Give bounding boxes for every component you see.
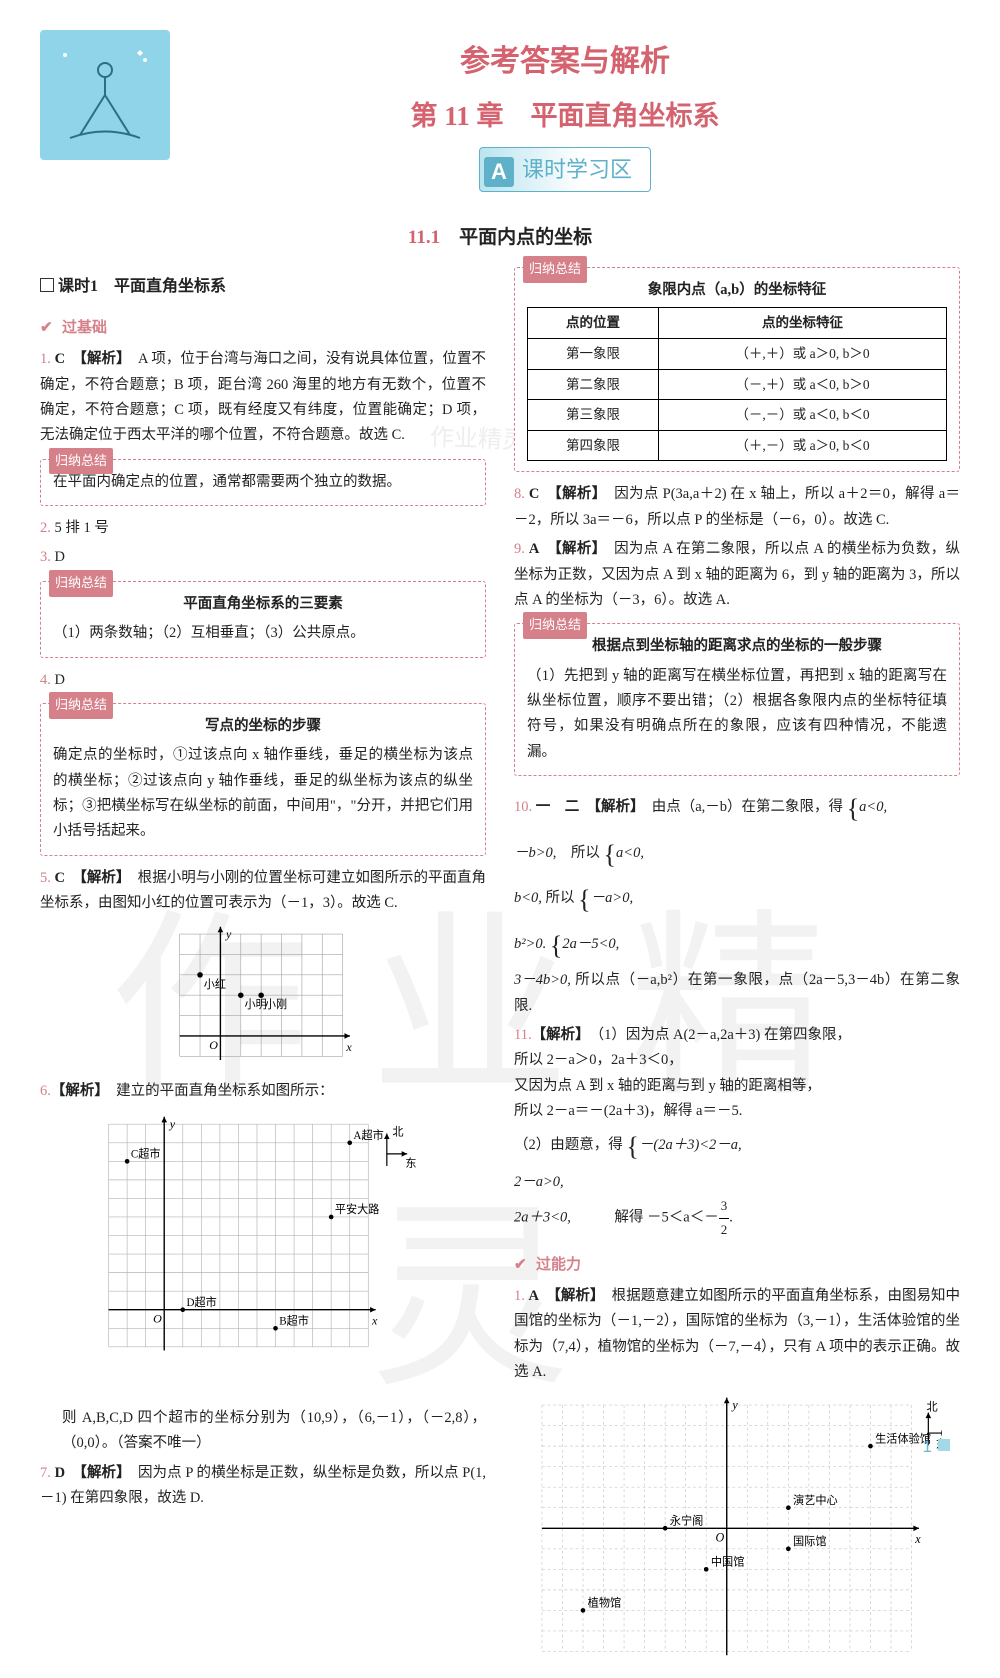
svg-text:永宁阁: 永宁阁	[670, 1513, 704, 1527]
zone-letter: A	[484, 157, 514, 187]
header: 参考答案与解析 第 11 章 平面直角坐标系 A 课时学习区	[40, 30, 960, 192]
diagram-6: Ox y A超市 C超市平安大路 D超市 B超市 北东	[103, 1110, 423, 1400]
svg-text:平安大路: 平安大路	[335, 1202, 380, 1216]
diagram-ability: Oxy生活体验馆演艺中心永宁阁国际馆中国馆植物馆北东	[532, 1392, 942, 1672]
lesson-title: 课时1 平面直角坐标系	[40, 273, 486, 301]
section-title: 11.1 平面内点的坐标	[40, 222, 960, 249]
svg-text:东: 东	[405, 1157, 416, 1170]
item-2: 2. 5 排 1 号	[40, 516, 486, 541]
chapter-title: 第 11 章 平面直角坐标系	[170, 94, 960, 133]
svg-text:y: y	[169, 1117, 176, 1131]
item-7: 7. D 【解析】 因为点 P 的横坐标是正数，纵坐标是负数，所以点 P(1,－…	[40, 1461, 486, 1512]
svg-text:植物馆: 植物馆	[588, 1595, 622, 1609]
svg-text:O: O	[153, 1312, 162, 1326]
svg-text:A超市: A超市	[353, 1128, 383, 1142]
summary-tab: 归纳总结	[523, 612, 587, 639]
svg-text:y: y	[225, 926, 232, 940]
item-4: 4. D	[40, 668, 486, 693]
summary-tab: 归纳总结	[49, 692, 113, 719]
svg-text:小明: 小明	[244, 998, 266, 1011]
svg-text:中国馆: 中国馆	[711, 1554, 745, 1568]
basics-header: 过基础	[40, 315, 486, 341]
svg-text:小红: 小红	[204, 977, 226, 990]
item-6: 6.【解析】 建立的平面直角坐标系如图所示：	[40, 1079, 486, 1104]
summary-5: 归纳总结 根据点到坐标轴的距离求点的坐标的一般步骤 （1）先把到 y 轴的距离写…	[514, 623, 960, 776]
right-column: 归纳总结 象限内点（a,b）的坐标特征 点的位置点的坐标特征第一象限（＋,＋）或…	[514, 267, 960, 1678]
item-5: 5. C 【解析】 根据小明与小刚的位置坐标可建立如图所示的平面直角坐标系，由图…	[40, 866, 486, 917]
summary-3-body: 确定点的坐标时，①过该点向 x 轴作垂线，垂足的横坐标为该点的横坐标；②过该点向…	[53, 743, 473, 845]
item-8: 8. C 【解析】 因为点 P(3a,a＋2) 在 x 轴上，所以 a＋2＝0，…	[514, 482, 960, 533]
summary-5-title: 根据点到坐标轴的距离求点的坐标的一般步骤	[527, 634, 947, 659]
logo	[40, 30, 170, 160]
item-11: 11.【解析】 （1）因为点 A(2－a,2a＋3) 在第四象限， 所以 2－a…	[514, 1023, 960, 1242]
quadrant-table: 点的位置点的坐标特征第一象限（＋,＋）或 a＞0, b＞0第二象限（－,＋）或 …	[527, 307, 947, 461]
item-1: 1. C 【解析】 A 项，位于台湾与海口之间，没有说具体位置，位置不确定，不符…	[40, 347, 486, 449]
summary-tab: 归纳总结	[49, 448, 113, 475]
svg-text:北: 北	[926, 1400, 937, 1413]
ability-header: 过能力	[514, 1252, 960, 1278]
item-9: 9. A 【解析】 因为点 A 在第二象限，所以点 A 的横坐标为负数，纵坐标为…	[514, 537, 960, 613]
main-title: 参考答案与解析	[170, 36, 960, 80]
page-square-icon	[938, 1439, 950, 1451]
summary-4: 归纳总结 象限内点（a,b）的坐标特征 点的位置点的坐标特征第一象限（＋,＋）或…	[514, 267, 960, 473]
svg-text:x: x	[371, 1314, 378, 1328]
summary-tab: 归纳总结	[49, 570, 113, 597]
svg-text:O: O	[209, 1038, 218, 1052]
page-number: 1	[923, 1437, 950, 1457]
svg-text:D超市: D超市	[186, 1295, 216, 1309]
summary-2-body: （1）两条数轴；（2）互相垂直；（3）公共原点。	[53, 621, 473, 646]
svg-text:B超市: B超市	[279, 1314, 309, 1328]
summary-2: 归纳总结 平面直角坐标系的三要素 （1）两条数轴；（2）互相垂直；（3）公共原点…	[40, 581, 486, 658]
summary-3-title: 写点的坐标的步骤	[53, 714, 473, 739]
ability-1: 1. A 【解析】 根据题意建立如图所示的平面直角坐标系，由图易知中国馆的坐标为…	[514, 1284, 960, 1386]
svg-text:小刚: 小刚	[265, 998, 287, 1011]
summary-1: 归纳总结 在平面内确定点的位置，通常都需要两个独立的数据。	[40, 459, 486, 506]
zone-label: 课时学习区	[522, 157, 632, 182]
summary-3: 归纳总结 写点的坐标的步骤 确定点的坐标时，①过该点向 x 轴作垂线，垂足的横坐…	[40, 703, 486, 856]
item-6b: 则 A,B,C,D 四个超市的坐标分别为（10,9），（6,－1），（－2,8）…	[40, 1406, 486, 1457]
summary-5-body: （1）先把到 y 轴的距离写在横坐标位置，再把到 x 轴的距离写在纵坐标位置，顺…	[527, 664, 947, 766]
svg-text:y: y	[730, 1397, 738, 1411]
title-block: 参考答案与解析 第 11 章 平面直角坐标系 A 课时学习区	[170, 30, 960, 192]
svg-text:O: O	[716, 1530, 725, 1544]
lesson-icon	[40, 278, 54, 292]
svg-text:x: x	[345, 1039, 352, 1053]
compass-icon	[50, 40, 160, 150]
summary-1-body: 在平面内确定点的位置，通常都需要两个独立的数据。	[53, 470, 473, 495]
svg-text:演艺中心: 演艺中心	[793, 1493, 838, 1507]
svg-text:C超市: C超市	[131, 1147, 161, 1161]
summary-2-title: 平面直角坐标系的三要素	[53, 592, 473, 617]
summary-4-title: 象限内点（a,b）的坐标特征	[527, 278, 947, 303]
left-column: 课时1 平面直角坐标系 过基础 1. C 【解析】 A 项，位于台湾与海口之间，…	[40, 267, 486, 1678]
svg-text:国际馆: 国际馆	[793, 1534, 827, 1548]
zone-badge: A 课时学习区	[479, 147, 651, 192]
item-10: 10. 一 二 【解析】 由点（a,－b）在第二象限，得 {a<0,－b>0, …	[514, 786, 960, 1019]
item-3: 3. D	[40, 545, 486, 570]
diagram-5: Ox y 小刚小明 小红	[173, 923, 353, 1073]
svg-text:北: 北	[392, 1125, 403, 1138]
svg-text:x: x	[914, 1532, 921, 1546]
summary-tab: 归纳总结	[523, 256, 587, 283]
